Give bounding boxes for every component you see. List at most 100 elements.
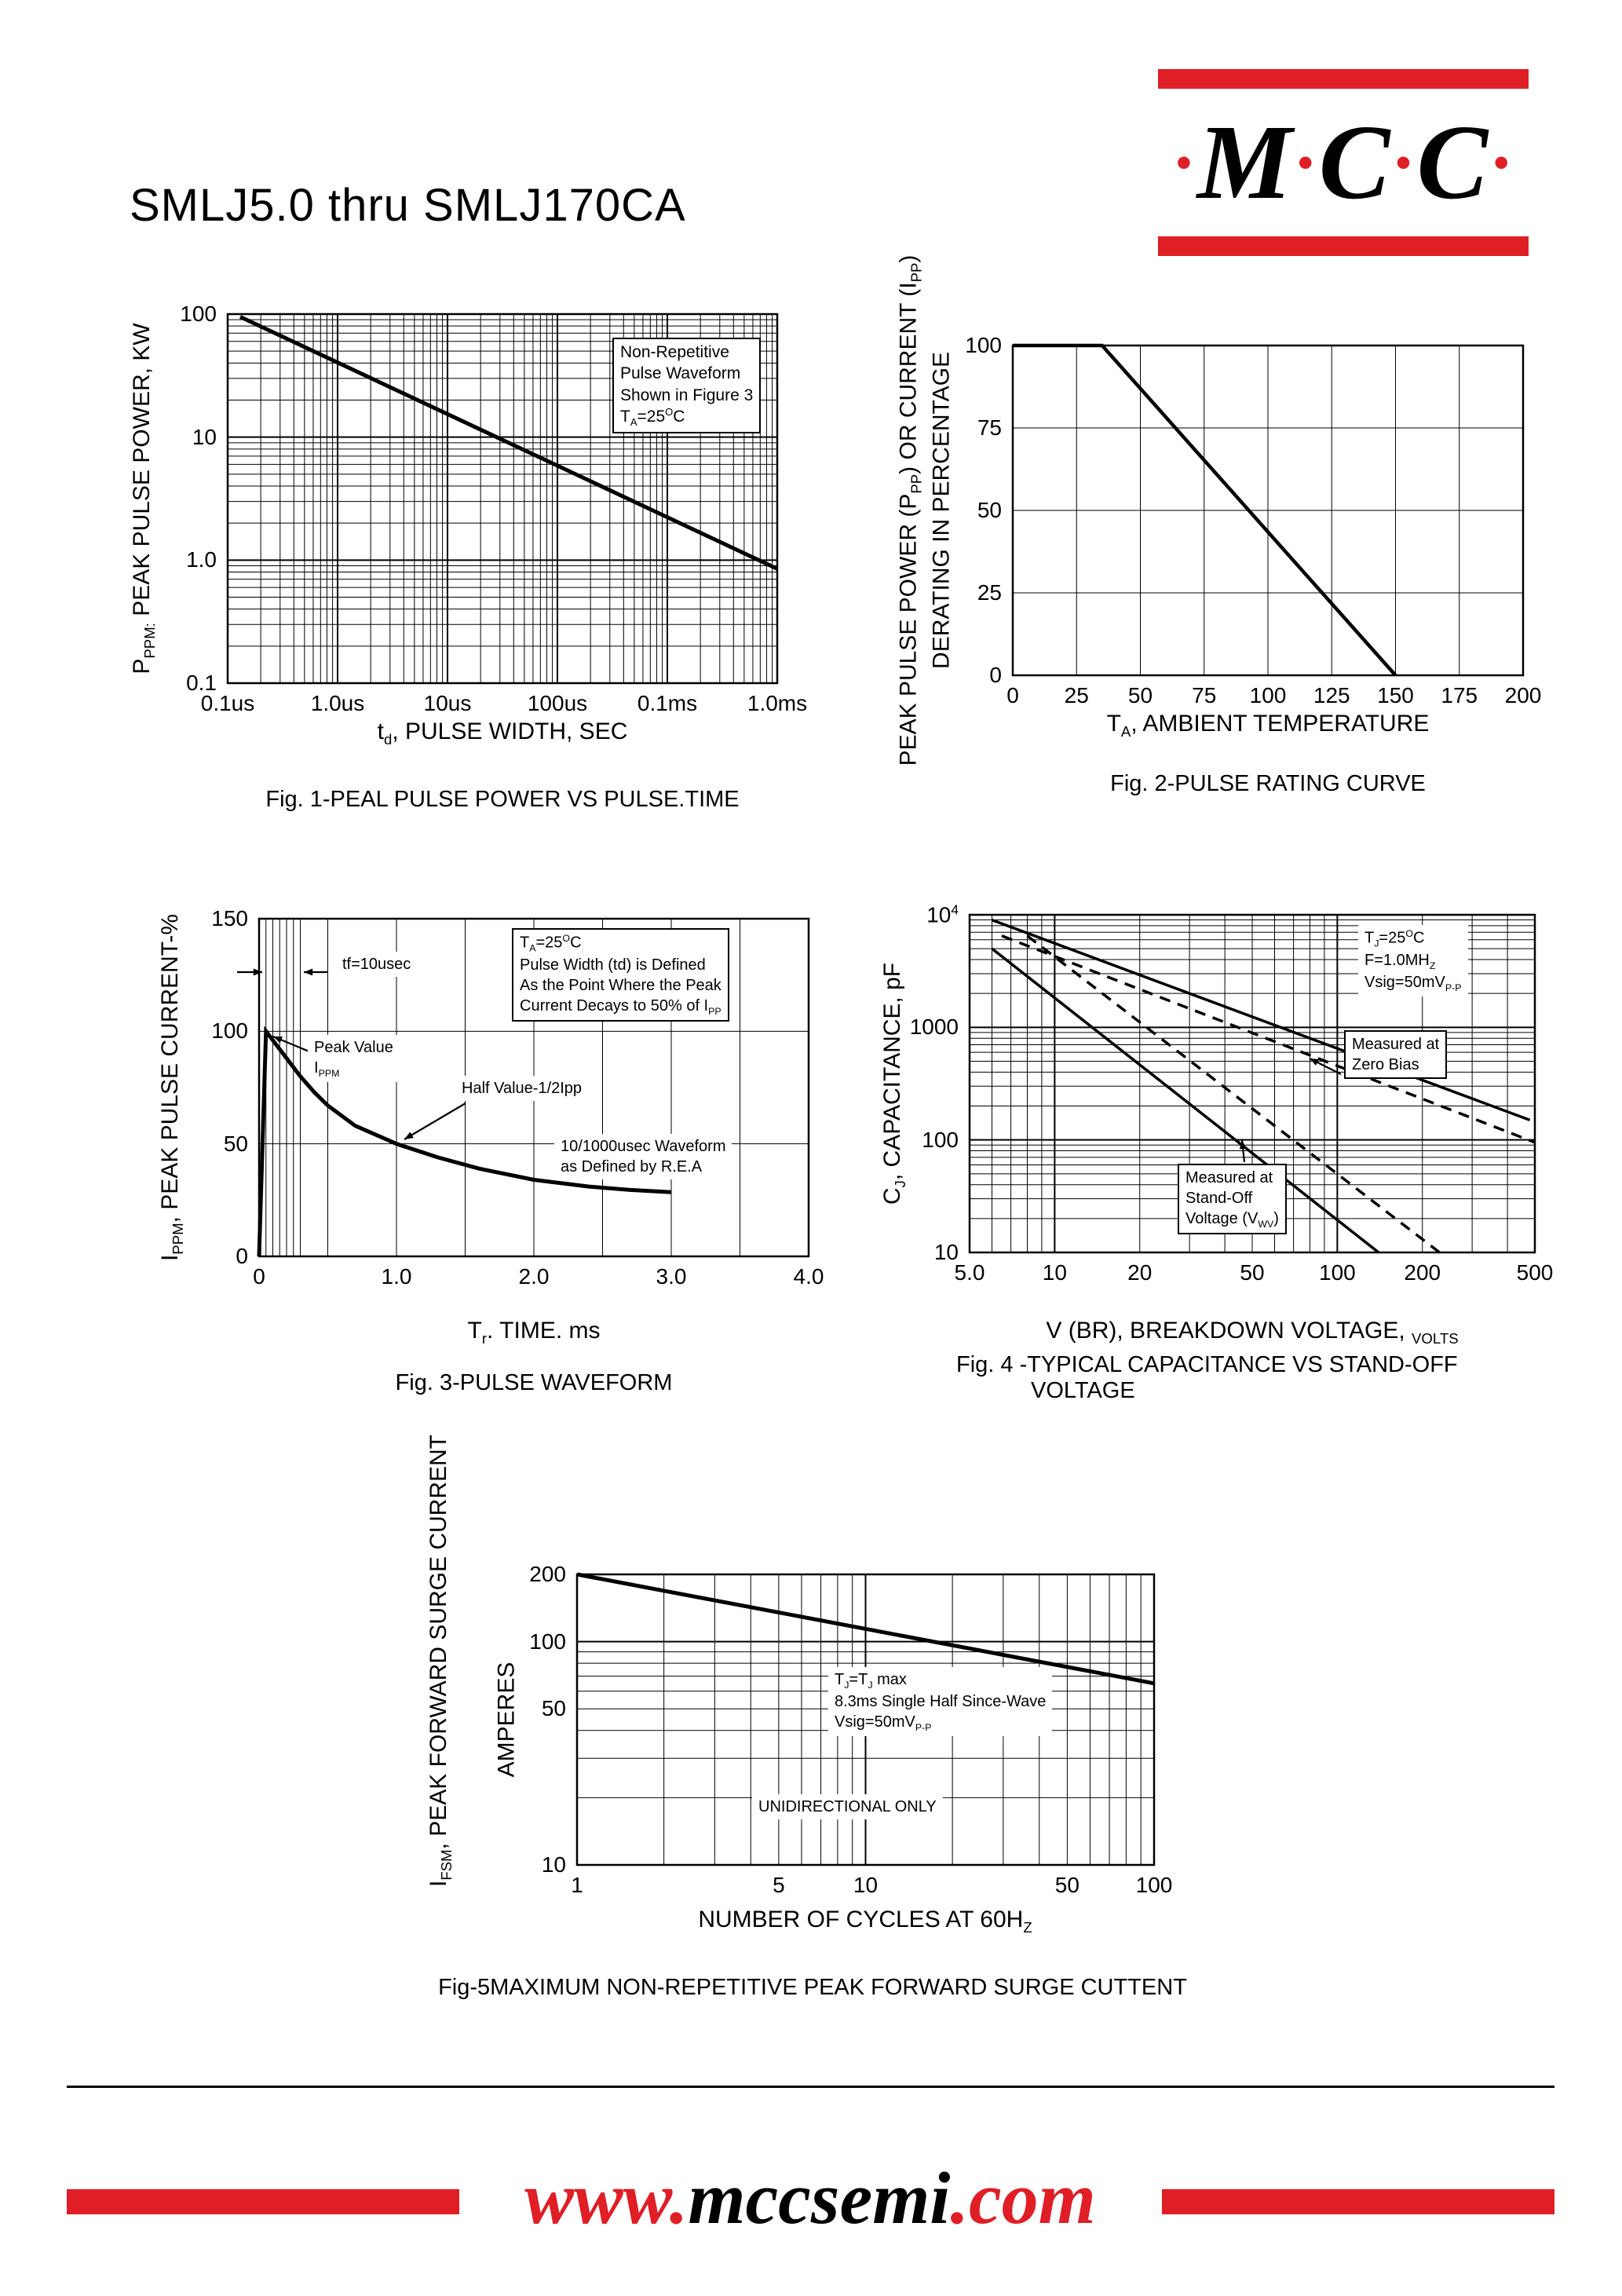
logo-bar-bottom	[1158, 236, 1529, 256]
fig3-x-tick-label: 4.0	[793, 1264, 824, 1289]
fig2-caption: Fig. 2-PULSE RATING CURVE	[1110, 771, 1426, 796]
fig3-x-tick-label: 3.0	[656, 1264, 687, 1289]
fig5-x-tick-label: 100	[1135, 1873, 1173, 1897]
fig4-x-tick-label: 200	[1404, 1260, 1441, 1285]
fig1-y-tick-label: 0.1	[186, 671, 217, 695]
fig1-plot	[226, 313, 779, 685]
peak-pulse-power-line	[239, 315, 779, 571]
fig1-peak-pulse-power-chart: 0.1us 1.0us 10us 100us 0.1ms 1.0ms 100 10 1.0 0.1…	[110, 283, 816, 785]
fig4-x-tick-label: 500	[1516, 1260, 1554, 1285]
fig4-xaxis-label: V (BR), BREAKDOWN VOLTAGE, VOLTS	[1046, 1318, 1459, 1347]
fig4-x-tick-label: 10	[1042, 1260, 1067, 1285]
fig1-y-tick-label: 10	[192, 424, 217, 449]
fig2-y-tick-label: 0	[989, 663, 1002, 687]
annotation-arrow	[404, 1132, 414, 1139]
fig1-y-tick-label: 1.0	[186, 547, 217, 572]
fig1-x-tick-label: 10us	[423, 691, 472, 715]
test-conditions: TJ=25OC F=1.0MHZ Vsig=50mVP-P	[1358, 925, 1468, 997]
fig3-yaxis-label: IPPM, PEAK PULSE CURRENT-%	[156, 913, 186, 1262]
fig1-x-tick-label: 0.1ms	[637, 691, 698, 715]
fig4-y-tick-label: 1000	[909, 1015, 959, 1040]
footer-bar-left	[67, 2189, 459, 2214]
fig1-yaxis-label: PPPM: PEAK PULSE POWER, KW	[128, 323, 158, 675]
fig1-x-tick-label: 0.1us	[200, 691, 255, 715]
zero-bias-label: Measured at Zero Bias	[1344, 1030, 1448, 1079]
fig5-x-tick-label: 5	[773, 1873, 785, 1897]
footer-divider	[67, 2086, 1554, 2088]
fig2-x-tick-label: 0	[1006, 683, 1019, 707]
fig5-y-tick-label: 10	[541, 1852, 566, 1877]
part-title: SMLJ5.0 thru SMLJ170CA	[130, 180, 686, 231]
logo-bar-top	[1158, 69, 1529, 89]
fig2-x-tick-label: 125	[1313, 683, 1350, 707]
fig1-xaxis-label: td, PULSE WIDTH, SEC	[377, 718, 628, 748]
fig3-x-tick-label: 2.0	[518, 1264, 550, 1289]
fig2-y-tick-label: 50	[977, 498, 1002, 522]
fig1-x-tick-label: 1.0us	[310, 691, 365, 715]
fig2-x-tick-label: 200	[1504, 683, 1542, 707]
fig3-y-tick-label: 150	[211, 906, 248, 930]
annotation-arrow	[1239, 1140, 1247, 1150]
non-repetitive-note: Non-Repetitive Pulse Waveform Shown in Fig…	[612, 338, 762, 433]
url-www: www.	[524, 2158, 689, 2239]
fig4-yaxis-label: CJ, CAPACITANCE, pF	[879, 962, 908, 1205]
fig5-surge-current-chart: 1 5 10 50 100 200 100 50 10 TJ=TJ max 8.3ms Single…	[377, 1366, 1280, 2010]
standoff-label: Measured at Stand-Off Voltage (VWV)	[1178, 1164, 1287, 1235]
fig2-y-tick-label: 25	[977, 580, 1002, 605]
fig4-x-tick-label: 100	[1319, 1260, 1356, 1285]
fig5-y-tick-label: 200	[529, 1562, 566, 1586]
logo-text: • M • C • C •	[1175, 104, 1511, 221]
pulse-waveform	[257, 1026, 672, 1257]
tf-label: tf=10usec	[336, 952, 418, 977]
footer-bar-right	[1162, 2189, 1554, 2214]
fig2-y-tick-label: 100	[965, 333, 1002, 357]
fig5-y-tick-label: 50	[541, 1696, 566, 1721]
fig3-x-tick-label: 0	[253, 1264, 265, 1289]
fig1-x-tick-label: 100us	[527, 691, 588, 715]
fig3-y-tick-label: 0	[236, 1244, 248, 1268]
fig1-caption: Fig. 1-PEAL PULSE POWER VS PULSE.TIME	[265, 787, 740, 812]
fig4-x-tick-label: 20	[1127, 1260, 1153, 1285]
fig5-amperes-label: AMPERES	[493, 1662, 520, 1778]
surge-conditions: TJ=TJ max 8.3ms Single Half Since-Wave Vsi…	[828, 1667, 1053, 1737]
derating-line	[1013, 343, 1397, 677]
fig5-outer-yaxis-label: IFSM, PEAK FORWARD SURGE CURRENT	[425, 1435, 455, 1887]
fig4-y-tick-label: 10	[933, 1240, 959, 1264]
fig5-x-tick-label: 10	[853, 1873, 879, 1897]
fig4-x-tick-label: 5.0	[954, 1260, 985, 1285]
fig2-x-tick-label: 150	[1377, 683, 1414, 707]
fig5-x-tick-label: 50	[1054, 1873, 1080, 1897]
fig5-caption: Fig-5MAXIMUM NON-REPETITIVE PEAK FORWARD…	[438, 1975, 1187, 2000]
fig5-y-tick-label: 100	[529, 1629, 566, 1654]
pulse-width-definition: TA=25OC Pulse Width (td) is Defined As the…	[512, 928, 729, 1022]
fig4-plot	[968, 913, 1536, 1254]
half-value-label: Half Value-1/2Ipp	[455, 1076, 589, 1101]
fig3-xaxis-label: Tr. TIME. ms	[467, 1318, 601, 1347]
fig3-pulse-waveform-chart: 0 1.0 2.0 3.0 4.0 150 100 50 0 tf=10usec TA=25OC Pu…	[118, 879, 864, 1382]
cj-standoff-solid	[991, 947, 1380, 1254]
fig5-xaxis-label: NUMBER OF CYCLES AT 60HZ	[698, 1907, 1032, 1936]
fig3-caption: Fig. 3-PULSE WAVEFORM	[395, 1370, 673, 1395]
fig2-pulse-rating-chart: 0 25 50 75 100 125 150 175 200 100 75 50 25 0	[879, 314, 1586, 801]
fig2-plot	[1011, 343, 1525, 677]
fig3-x-tick-label: 1.0	[381, 1264, 412, 1289]
fig2-x-tick-label: 100	[1249, 683, 1287, 707]
fig4-capacitance-chart: 5.0 10 20 50 100 200 500 104 1000 100 10 TJ=25OC F=1…	[864, 879, 1609, 1382]
fig1-x-tick-label: 1.0ms	[747, 691, 808, 715]
fig5-x-tick-label: 1	[571, 1873, 583, 1897]
fig2-x-tick-label: 75	[1192, 683, 1217, 707]
fig1-y-tick-label: 100	[180, 302, 217, 326]
website-url: www.mccsemi.com	[524, 2156, 1096, 2241]
fig4-caption: Fig. 4 -TYPICAL CAPACITANCE VS STAND-OFF…	[956, 1352, 1458, 1403]
cj-zero-bias-dashed	[1001, 934, 1536, 1144]
url-domain: mccsemi	[688, 2158, 951, 2239]
fig2-xaxis-label: TA, AMBIENT TEMPERATURE	[1106, 711, 1430, 740]
annotation-arrow	[304, 968, 313, 976]
annotation-arrow	[253, 968, 262, 976]
fig3-y-tick-label: 100	[211, 1018, 248, 1044]
fig2-x-tick-label: 175	[1441, 683, 1478, 707]
fig2-y-tick-label: 75	[977, 415, 1002, 440]
cj-zero-bias-solid	[991, 918, 1531, 1122]
fig4-y-tick-label: 104	[926, 901, 959, 927]
